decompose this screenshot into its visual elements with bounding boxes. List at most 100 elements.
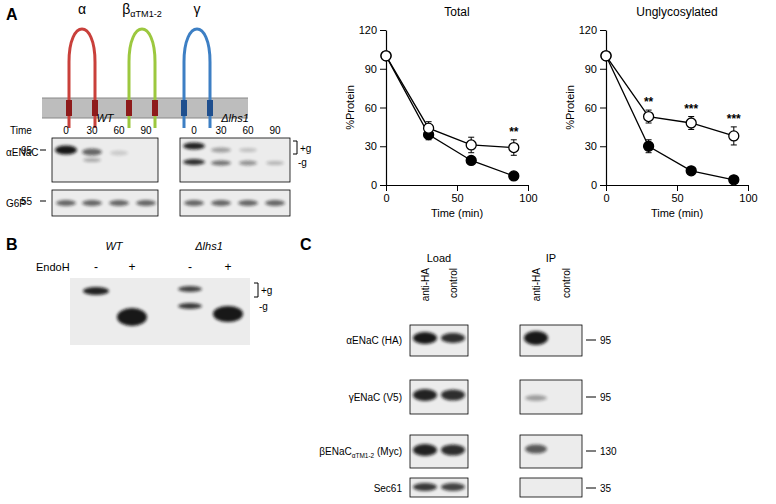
y-axis: 0306090120 bbox=[359, 24, 387, 191]
lane-label: - bbox=[94, 260, 98, 274]
blot-band bbox=[178, 303, 202, 309]
group-label: IP bbox=[546, 252, 556, 264]
data-point bbox=[424, 123, 434, 133]
panel-label: A bbox=[6, 6, 18, 23]
data-point bbox=[601, 51, 611, 61]
y-axis: 0306090120 bbox=[579, 24, 607, 191]
blot-band bbox=[136, 200, 156, 206]
tick: 0 bbox=[591, 179, 606, 191]
blot-band bbox=[413, 483, 437, 491]
plot-area bbox=[381, 51, 519, 181]
blot-band bbox=[211, 148, 231, 153]
x-tick-label: 50 bbox=[451, 192, 463, 204]
x-axis: 0 50 100 bbox=[383, 185, 537, 204]
tm-domain bbox=[66, 100, 72, 116]
tick: 0 bbox=[383, 185, 389, 204]
y-axis-title: %Protein bbox=[344, 85, 356, 130]
blot-background bbox=[180, 190, 290, 216]
mw-tick bbox=[586, 340, 596, 341]
blot-band bbox=[83, 287, 109, 295]
tick: 120 bbox=[579, 24, 606, 36]
mw-tick bbox=[40, 150, 46, 151]
chart-title: Total bbox=[444, 5, 469, 19]
blot-background bbox=[70, 278, 250, 345]
membrane-edge bbox=[42, 98, 248, 99]
tick: 100 bbox=[519, 185, 537, 204]
strain-label: WT bbox=[96, 112, 114, 124]
tick: 120 bbox=[359, 24, 386, 36]
tick-mark bbox=[600, 30, 606, 31]
line-chart: Unglycosylated0501000306090120Time (min)… bbox=[564, 5, 758, 219]
y-tick-label: 30 bbox=[365, 140, 377, 152]
topology-diagram: αβαTM1-2γ bbox=[42, 1, 248, 128]
chart-title: Unglycosylated bbox=[636, 5, 717, 19]
subunit-loop bbox=[69, 29, 95, 128]
x-axis: 050100 bbox=[603, 185, 757, 204]
strain-label: Δlhs1 bbox=[220, 112, 249, 124]
tick-mark bbox=[606, 185, 607, 191]
blot-background bbox=[410, 325, 468, 356]
time-value: 0 bbox=[63, 125, 69, 136]
tick: 90 bbox=[585, 63, 606, 75]
time-value: 60 bbox=[242, 125, 254, 136]
glyco-label: -g bbox=[298, 157, 307, 168]
group-label: Load bbox=[427, 252, 451, 264]
time-label: Time bbox=[10, 125, 32, 136]
tick: 60 bbox=[365, 102, 386, 114]
row-label-main: βENaC bbox=[319, 446, 351, 457]
blot-band bbox=[55, 146, 77, 155]
tick: 30 bbox=[365, 140, 386, 152]
y-tick-label: 60 bbox=[365, 102, 377, 114]
tm-domain bbox=[126, 100, 132, 116]
subunit-loop bbox=[184, 29, 210, 128]
glyco-bracket bbox=[254, 283, 258, 297]
y-tick-label: 120 bbox=[579, 24, 597, 36]
blot-band bbox=[441, 390, 465, 401]
tick: 60 bbox=[585, 102, 606, 114]
row-label: αENaC (HA) bbox=[346, 335, 402, 346]
lane-label: + bbox=[224, 260, 231, 274]
data-point bbox=[466, 140, 476, 150]
plot-area bbox=[601, 51, 739, 185]
tm-domain bbox=[207, 100, 213, 116]
mw-tick bbox=[40, 201, 46, 202]
blot-band bbox=[184, 200, 204, 206]
time-value: 30 bbox=[86, 125, 98, 136]
row-label-suffix: (Myc) bbox=[374, 446, 402, 457]
blot-band bbox=[441, 333, 465, 343]
blot-band bbox=[413, 444, 437, 456]
blot-band bbox=[109, 200, 129, 206]
blot-band bbox=[441, 445, 465, 456]
tick-mark bbox=[380, 108, 386, 109]
blot-band bbox=[213, 306, 243, 322]
blot-band bbox=[117, 308, 147, 326]
blot-background bbox=[520, 478, 582, 497]
data-point bbox=[686, 118, 696, 128]
blot-a: TimeWT0306090Δlhs10306090αENaC95G6P55+g-… bbox=[6, 112, 311, 216]
blot-band bbox=[524, 331, 548, 345]
y-tick-label: 90 bbox=[365, 63, 377, 75]
data-point bbox=[601, 51, 611, 61]
row-label: γENaC (V5) bbox=[349, 392, 402, 403]
data-point bbox=[644, 141, 654, 151]
lane-label: anti-HA bbox=[420, 268, 431, 302]
tick: 90 bbox=[365, 63, 386, 75]
series-line bbox=[606, 56, 734, 136]
subunit-label: α bbox=[78, 1, 86, 17]
lane-label: control bbox=[448, 268, 459, 298]
tick-mark bbox=[380, 69, 386, 70]
tick-mark bbox=[677, 185, 678, 191]
blot-band bbox=[525, 445, 547, 454]
tick-mark bbox=[380, 30, 386, 31]
treatment-label: EndoH bbox=[36, 261, 70, 273]
glyco-label: -g bbox=[259, 301, 268, 312]
panel-label: B bbox=[6, 236, 18, 253]
x-tick-label: 0 bbox=[383, 192, 389, 204]
y-tick-label: 60 bbox=[585, 102, 597, 114]
mw-label: 55 bbox=[21, 196, 33, 207]
tick: 0 bbox=[603, 185, 609, 204]
tick-mark bbox=[380, 146, 386, 147]
mw-label: 95 bbox=[600, 392, 612, 403]
data-point bbox=[381, 51, 391, 61]
blot-band bbox=[239, 161, 257, 166]
